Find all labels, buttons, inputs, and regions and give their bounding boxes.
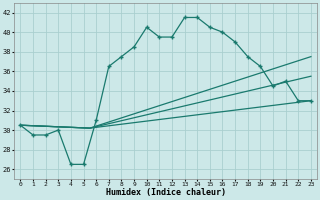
X-axis label: Humidex (Indice chaleur): Humidex (Indice chaleur) — [106, 188, 226, 197]
